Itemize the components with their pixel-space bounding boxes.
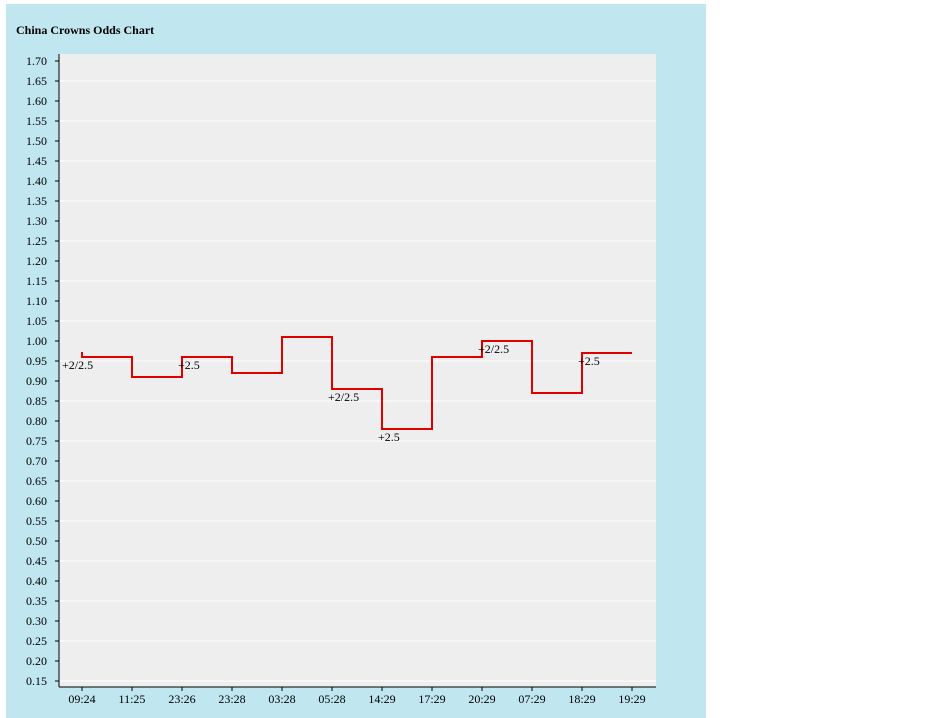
y-tick-label: 0.20 [26,654,47,668]
y-tick-label: 0.30 [26,614,47,628]
x-tick-label: 20:29 [468,692,495,706]
y-tick-label: 1.30 [26,214,47,228]
y-tick-label: 0.50 [26,534,47,548]
y-tick-label: 1.70 [26,54,47,68]
x-tick-label: 14:29 [368,692,395,706]
y-tick-label: 0.70 [26,454,47,468]
y-tick-label: 0.45 [26,554,47,568]
y-tick-label: 0.60 [26,494,47,508]
y-tick-label: 1.05 [26,314,47,328]
chart-title: China Crowns Odds Chart [16,23,155,37]
y-tick-label: 0.75 [26,434,47,448]
chart-panel: China Crowns Odds Chart 1.70 1.65 1.60 1.55… [6,4,706,718]
y-tick-label: 1.35 [26,194,47,208]
y-tick-label: 1.60 [26,94,47,108]
y-tick-label: 1.50 [26,134,47,148]
handicap-annotation: +2.5 [578,354,600,368]
y-tick-label: 0.40 [26,574,47,588]
y-tick-label: 0.95 [26,354,47,368]
handicap-annotation: +2.5 [178,358,200,372]
y-tick-label: 0.15 [26,674,47,688]
x-tick-label: 11:25 [119,692,146,706]
plot-area [59,54,656,687]
x-tick-label: 05:28 [318,692,345,706]
handicap-annotation: +2/2.5 [62,358,93,372]
x-tick-label: 18:29 [568,692,595,706]
y-tick-label: 0.35 [26,594,47,608]
y-tick-label: 0.90 [26,374,47,388]
x-tick-label: 07:29 [518,692,545,706]
handicap-annotation: +2/2.5 [478,342,509,356]
x-tick-label: 17:29 [418,692,445,706]
y-tick-label: 1.15 [26,274,47,288]
y-tick-label: 1.25 [26,234,47,248]
y-tick-label: 0.85 [26,394,47,408]
y-tick-label: 1.55 [26,114,47,128]
y-tick-label: 0.25 [26,634,47,648]
y-tick-label: 0.80 [26,414,47,428]
series-line-0 [81,336,632,430]
y-tick-label: 1.20 [26,254,47,268]
y-tick-label: 1.40 [26,174,47,188]
x-tick-label: 09:24 [68,692,95,706]
y-tick-label: 1.45 [26,154,47,168]
x-tick-label: 19:29 [618,692,645,706]
y-tick-label: 1.65 [26,74,47,88]
x-tick-label: 23:26 [168,692,195,706]
handicap-annotation: +2/2.5 [328,390,359,404]
x-tick-label: 03:28 [268,692,295,706]
y-tick-label: 1.00 [26,334,47,348]
handicap-annotation: +2.5 [378,430,400,444]
y-tick-label: 0.65 [26,474,47,488]
y-tick-label: 0.55 [26,514,47,528]
x-tick-label: 23:28 [218,692,245,706]
y-tick-label: 1.10 [26,294,47,308]
odds-chart: 1.70 1.65 1.60 1.55 1.50 1.45 1.40 1.35 1.30 1.25… [26,54,656,706]
